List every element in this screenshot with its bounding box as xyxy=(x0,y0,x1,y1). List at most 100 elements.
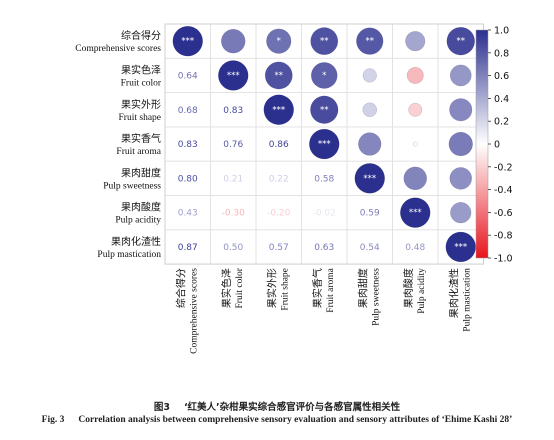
correlation-circle xyxy=(400,197,431,228)
row-label-en: Fruit aroma xyxy=(116,147,161,157)
correlation-value: 0.87 xyxy=(178,243,198,253)
colorbar-tick-label: 0.8 xyxy=(494,48,509,59)
correlation-circle xyxy=(310,27,339,56)
correlation-value: 0.59 xyxy=(360,209,380,219)
colorbar-tick-label: -1.0 xyxy=(494,254,513,265)
correlation-circle xyxy=(358,132,382,156)
correlation-circle xyxy=(172,25,203,57)
colorbar-tick-label: -0.4 xyxy=(494,185,513,196)
row-label-zh: 果实外形 xyxy=(121,98,161,111)
significance-mark: ** xyxy=(457,37,466,47)
caption-en-text: Correlation analysis between comprehensi… xyxy=(78,415,513,425)
correlation-circle xyxy=(266,28,292,54)
correlation-circle xyxy=(218,60,249,91)
correlation-value: 0.48 xyxy=(405,243,425,253)
correlation-circle xyxy=(356,27,384,55)
significance-mark: *** xyxy=(272,105,285,115)
correlation-circle xyxy=(450,202,472,224)
correlation-value: 0.76 xyxy=(223,140,243,150)
column-label-en: Fruit color xyxy=(235,267,245,308)
correlation-circle xyxy=(449,64,472,87)
correlation-circle xyxy=(448,131,473,157)
row-label-en: Pulp mastication xyxy=(97,250,161,260)
caption-zh-text: ‘红美人’杂柑果实综合感官评价与各感官属性相关性 xyxy=(183,402,401,413)
correlation-circle xyxy=(309,128,340,160)
colorbar-tick-label: 0.4 xyxy=(494,94,509,105)
row-label-en: Pulp acidity xyxy=(115,216,161,226)
correlation-circle xyxy=(449,167,472,190)
figure-caption-en: Fig. 3 Correlation analysis between compr… xyxy=(0,415,554,425)
row-label-en: Comprehensive scores xyxy=(75,44,161,54)
correlation-circle xyxy=(362,68,377,83)
correlation-circle xyxy=(264,61,293,90)
correlation-value: -0.02 xyxy=(313,209,336,219)
row-label-en: Fruit shape xyxy=(119,113,161,123)
correlation-circle xyxy=(403,166,427,191)
significance-mark: * xyxy=(277,37,281,47)
correlation-circle xyxy=(354,163,385,194)
row-label-zh: 果肉甜度 xyxy=(121,166,161,179)
caption-en-number: Fig. 3 xyxy=(41,415,65,425)
column-label-zh: 果实香气 xyxy=(311,268,324,308)
significance-mark: *** xyxy=(454,242,467,252)
correlation-value: 0.22 xyxy=(269,174,289,184)
correlation-circle xyxy=(408,102,423,117)
row-label-zh: 果实香气 xyxy=(121,132,161,145)
correlation-heatmap: *** * ** ** ***** ** **** **************0.640.6… xyxy=(75,23,513,354)
correlation-value: 0.21 xyxy=(223,174,243,184)
column-label-zh: 果肉酸度 xyxy=(402,268,415,308)
colorbar-tick-label: 0 xyxy=(494,140,500,151)
correlation-circle xyxy=(310,95,339,124)
column-label-zh: 果肉化渣性 xyxy=(448,268,461,318)
correlation-value: 0.83 xyxy=(178,140,198,150)
correlation-value: 0.64 xyxy=(178,71,198,81)
column-label-en: Fruit aroma xyxy=(326,267,336,312)
row-label-zh: 果肉化渣性 xyxy=(111,235,161,248)
correlation-circle xyxy=(406,67,424,84)
colorbar-tick-label: -0.6 xyxy=(494,208,513,219)
colorbar xyxy=(475,29,489,259)
significance-mark: ** xyxy=(320,37,329,47)
significance-mark: *** xyxy=(227,71,240,81)
correlation-value: 0.54 xyxy=(360,243,380,253)
significance-mark: *** xyxy=(409,208,422,218)
colorbar-tick-label: -0.2 xyxy=(494,162,513,173)
column-label-en: Fruit shape xyxy=(281,268,291,310)
significance-mark: ** xyxy=(320,105,329,115)
correlation-value: 0.43 xyxy=(178,209,198,219)
row-label-zh: 果实色泽 xyxy=(121,63,161,76)
correlation-value: 0.86 xyxy=(269,140,289,150)
correlation-circle xyxy=(445,231,476,263)
correlation-value: 0.57 xyxy=(269,243,289,253)
plot-layer: *** * ** ** ***** ** **** **************0.640.6… xyxy=(75,23,513,354)
correlation-circle xyxy=(446,26,475,56)
correlation-value: 0.83 xyxy=(223,106,243,116)
row-label-en: Pulp sweetness xyxy=(103,181,161,191)
column-label-en: Pulp mastication xyxy=(463,268,473,332)
significance-mark: ** xyxy=(366,37,375,47)
correlation-value: 0.63 xyxy=(314,243,334,253)
correlation-value: 0.80 xyxy=(178,174,198,184)
column-label-en: Pulp sweetness xyxy=(372,268,382,326)
colorbar-tick-label: 1.0 xyxy=(494,26,509,37)
row-label-zh: 综合得分 xyxy=(121,29,161,42)
correlation-circle xyxy=(310,62,338,89)
colorbar-tick-label: 0.6 xyxy=(494,71,509,82)
colorbar-tick-label: 0.2 xyxy=(494,117,509,128)
column-label-en: Pulp acidity xyxy=(417,268,427,314)
significance-mark: *** xyxy=(318,140,331,150)
significance-mark: *** xyxy=(181,37,194,47)
column-label-zh: 果肉甜度 xyxy=(357,268,370,308)
significance-mark: *** xyxy=(363,174,376,184)
correlation-circle xyxy=(221,28,246,54)
column-label-zh: 果实色泽 xyxy=(220,268,233,308)
correlation-value: 0.68 xyxy=(178,106,198,116)
significance-mark: ** xyxy=(275,71,284,81)
correlation-circle xyxy=(405,31,426,52)
column-label-zh: 综合得分 xyxy=(175,268,188,308)
column-label-zh: 果实外形 xyxy=(266,268,279,308)
row-label-en: Fruit color xyxy=(121,78,162,88)
figure-caption-zh: 图3 ‘红美人’杂柑果实综合感官评价与各感官属性相关性 xyxy=(0,399,554,413)
correlation-circle xyxy=(362,102,378,118)
column-label-en: Comprehensive scores xyxy=(190,268,200,354)
